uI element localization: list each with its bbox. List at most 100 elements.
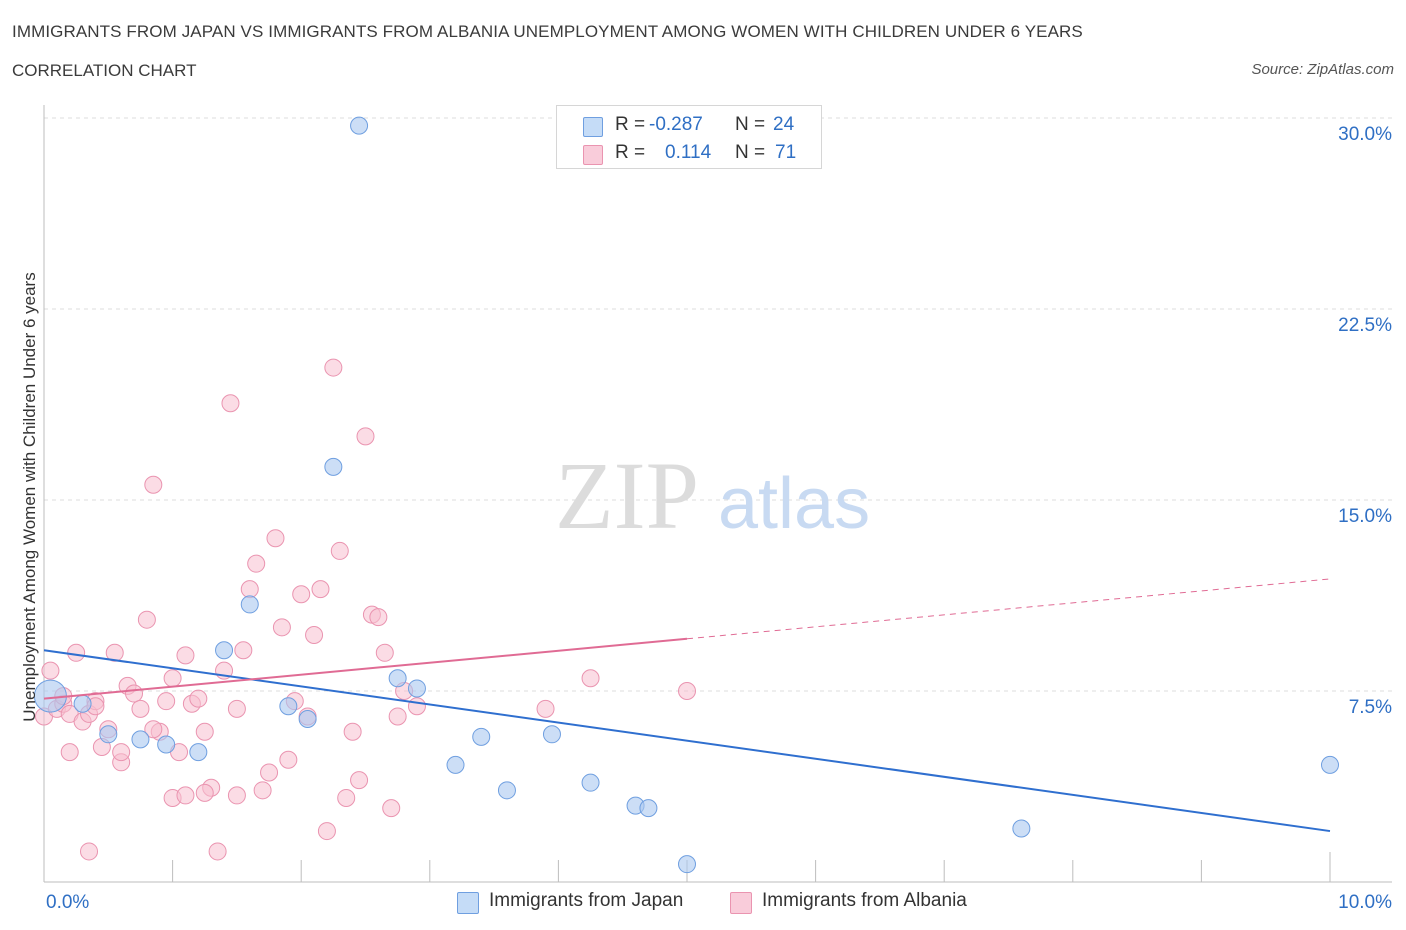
- albania-point-68: [678, 682, 696, 700]
- albania-point-66: [536, 699, 555, 718]
- albania-point-49: [337, 788, 356, 807]
- axis-layer: [43, 105, 1392, 883]
- y-axis-title: Unemployment Among Women with Children U…: [20, 272, 39, 722]
- albania-point-4: [60, 743, 79, 762]
- japan-point-1: [73, 694, 92, 713]
- albania-point-33: [234, 641, 253, 660]
- legend-n-value-japan: 24: [773, 114, 795, 135]
- albania-point-60: [80, 842, 99, 861]
- albania-point-16: [125, 684, 144, 703]
- watermark-zip: ZIP: [555, 442, 699, 549]
- legend-n-label-albania: N =: [735, 142, 766, 163]
- bottom-legend-swatch-japan: [457, 892, 479, 914]
- japan-point-13: [407, 679, 426, 698]
- albania-point-70: [195, 783, 214, 802]
- albania-point-13: [105, 643, 124, 662]
- bottom-legend-label-albania: Immigrants from Albania: [762, 890, 967, 911]
- albania-point-47: [324, 358, 343, 377]
- albania-point-69: [144, 720, 163, 739]
- albania-point-54: [369, 608, 388, 627]
- albania-point-55: [375, 643, 394, 662]
- watermark-atlas: atlas: [718, 464, 870, 544]
- legend-r-value-albania: 0.114: [665, 142, 712, 163]
- x-tick-label-max: 10.0%: [1338, 892, 1392, 913]
- albania-point-38: [266, 529, 285, 548]
- albania-point-24: [176, 646, 195, 665]
- correlation-legend: R = -0.287 N = 24 R = 0.114 N = 71: [556, 105, 822, 169]
- series-japan-points: [33, 116, 1339, 874]
- trend-line-albania-projection: [686, 578, 1331, 640]
- albania-point-35: [247, 554, 266, 573]
- trend-line-japan: [43, 649, 1331, 833]
- japan-point-4: [157, 735, 176, 754]
- japan-point-3: [131, 730, 150, 749]
- y-tick-label-0: 7.5%: [1349, 697, 1392, 718]
- y-tick-label-2: 22.5%: [1338, 315, 1392, 336]
- albania-point-48: [330, 541, 349, 560]
- japan-point-15: [472, 727, 491, 746]
- albania-point-44: [305, 625, 324, 644]
- japan-point-6: [215, 641, 234, 660]
- japan-point-7: [240, 595, 259, 614]
- albania-point-45: [311, 580, 330, 599]
- legend-r-value-japan: -0.287: [649, 114, 703, 135]
- chart-title: IMMIGRANTS FROM JAPAN VS IMMIGRANTS FROM…: [12, 22, 1083, 41]
- albania-point-64: [227, 786, 246, 805]
- albania-point-17: [131, 699, 150, 718]
- legend-swatch-albania: [583, 145, 603, 165]
- albania-point-40: [279, 750, 298, 769]
- japan-point-18: [581, 773, 600, 792]
- albania-point-19: [144, 475, 163, 494]
- y-tick-label-3: 30.0%: [1338, 124, 1392, 145]
- legend-n-value-albania: 71: [775, 142, 797, 163]
- japan-point-22: [1012, 819, 1031, 838]
- albania-point-39: [272, 618, 291, 637]
- trend-lines: [43, 578, 1331, 833]
- japan-point-10: [324, 457, 343, 476]
- japan-point-11: [350, 116, 369, 135]
- albania-point-36: [253, 781, 272, 800]
- japan-point-17: [542, 725, 561, 744]
- japan-point-5: [189, 743, 208, 762]
- x-tick-label-min: 0.0%: [46, 892, 89, 913]
- albania-point-1: [41, 661, 60, 680]
- japan-point-14: [446, 755, 465, 774]
- bottom-legend-swatch-albania: [730, 892, 752, 914]
- source-label: Source: ZipAtlas.com: [1251, 61, 1394, 78]
- trend-line-albania: [43, 637, 688, 700]
- legend-r-label-albania: R =: [615, 142, 646, 163]
- japan-point-12: [388, 669, 407, 688]
- albania-point-57: [388, 707, 407, 726]
- japan-point-8: [279, 697, 298, 716]
- albania-point-26: [189, 689, 208, 708]
- series-albania-points: [35, 358, 696, 861]
- watermark: ZIP atlas: [555, 442, 870, 549]
- albania-point-56: [382, 799, 401, 818]
- albania-point-27: [195, 722, 214, 741]
- albania-point-59: [407, 697, 426, 716]
- albania-point-50: [343, 722, 362, 741]
- albania-point-18: [137, 610, 156, 629]
- albania-point-67: [581, 669, 600, 688]
- albania-point-51: [350, 771, 369, 790]
- bottom-legend-label-japan: Immigrants from Japan: [489, 890, 684, 911]
- albania-point-32: [227, 699, 246, 718]
- albania-point-21: [157, 692, 176, 711]
- albania-point-62: [112, 743, 131, 762]
- japan-point-2: [99, 725, 118, 744]
- legend-r-label-japan: R =: [615, 114, 646, 135]
- legend-swatch-japan: [583, 117, 603, 137]
- albania-point-52: [356, 427, 375, 446]
- albania-point-6: [67, 643, 86, 662]
- japan-point-16: [497, 781, 516, 800]
- albania-point-63: [176, 786, 195, 805]
- legend-n-label-japan: N =: [735, 114, 766, 135]
- chart-subtitle: CORRELATION CHART: [12, 61, 197, 80]
- japan-point-9: [298, 710, 317, 729]
- japan-point-21: [678, 855, 696, 874]
- albania-point-37: [260, 763, 279, 782]
- albania-point-46: [317, 822, 336, 841]
- japan-point-20: [639, 799, 658, 818]
- y-tick-label-1: 15.0%: [1338, 506, 1392, 527]
